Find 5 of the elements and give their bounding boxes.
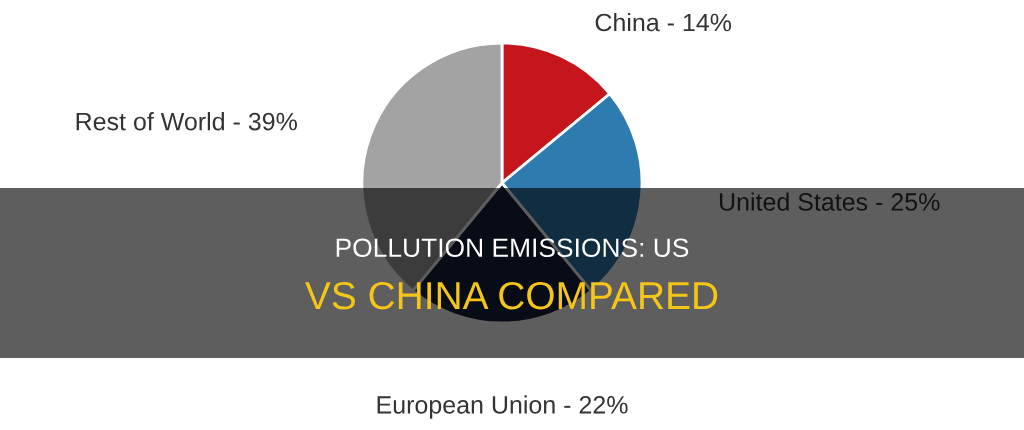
slice-label: China - 14% bbox=[595, 13, 732, 32]
slice-label: United States - 25% bbox=[719, 192, 940, 211]
slice-label: Rest of World - 39% bbox=[76, 112, 297, 131]
slice-label: European Union - 22% bbox=[377, 395, 628, 419]
text: POLLUTION EMISSIONS: US bbox=[336, 238, 689, 258]
